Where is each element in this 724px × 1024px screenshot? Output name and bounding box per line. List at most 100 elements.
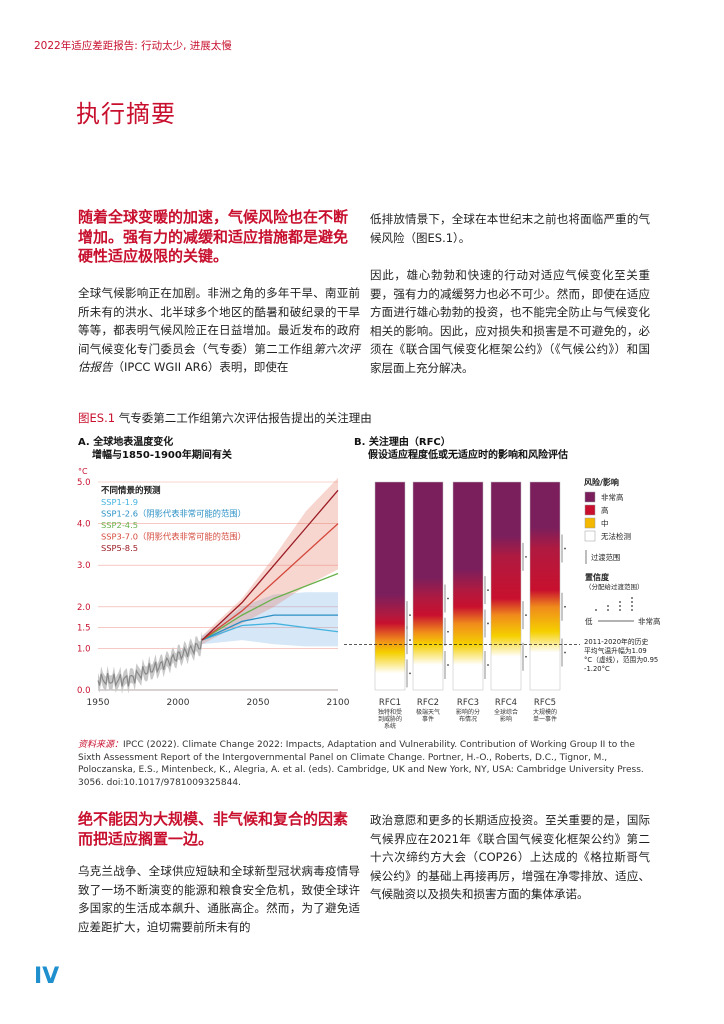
rfc-bar-1 bbox=[374, 481, 406, 691]
series-observed-line bbox=[97, 638, 203, 688]
x-tick-label: 1950 bbox=[87, 698, 110, 708]
series-line-ssp3-7.0 bbox=[201, 523, 339, 641]
legend-observed-note: -1.20°C bbox=[584, 665, 610, 673]
panel-a-title: A. 全球地表温度变化 增幅与1850-1900年期间有关 bbox=[78, 436, 232, 462]
legend-label: 高 bbox=[601, 505, 609, 515]
section2-left-para: 乌克兰战争、全球供应短缺和全球新型冠状病毒疫情导致了一场不断演变的能源和粮食安全… bbox=[78, 864, 360, 934]
confidence-dot bbox=[607, 605, 609, 607]
page-number: IV bbox=[34, 964, 60, 989]
ssp126-range-shade bbox=[202, 592, 338, 647]
confidence-dot bbox=[525, 655, 527, 658]
rfc-category-label: RFC1 bbox=[379, 698, 401, 708]
confidence-dot bbox=[525, 614, 527, 617]
legend-swatch bbox=[584, 530, 596, 542]
rfc-category-label: RFC4 bbox=[495, 698, 517, 708]
section1-right-para1: 低排放情景下，全球在本世纪末之前也将面临严重的气候风险（图ES.1）。 bbox=[370, 212, 650, 245]
legend-confidence-sub: （分配给过渡范围） bbox=[585, 582, 644, 591]
legend-item: SSP1-2.6（阴影代表非常可能的范围） bbox=[101, 509, 246, 519]
figure-title-text: 气专委第二工作组第六次评估报告提出的关注理由 bbox=[115, 411, 372, 425]
section1-right-para2: 因此，雄心勃勃和快速的行动对适应气候变化至关重要，强有力的减缓努力也必不可少。然… bbox=[370, 268, 650, 375]
legend-conf-low: 低 bbox=[585, 616, 593, 626]
series-line-ssp1-2.6 bbox=[201, 614, 338, 641]
confidence-dot bbox=[631, 601, 633, 603]
y-tick-label: 4.0 bbox=[77, 520, 91, 530]
confidence-dot bbox=[564, 547, 566, 550]
rfc-category-label: RFC5 bbox=[534, 698, 556, 708]
y-tick-label: 2.0 bbox=[77, 603, 91, 613]
legend-title: 不同情景的预测 bbox=[101, 485, 161, 496]
y-tick-label: 1.5 bbox=[77, 624, 91, 634]
confidence-dot bbox=[447, 664, 449, 666]
series-line-ssp1-1.9 bbox=[201, 622, 339, 641]
legend-label: 无法检测 bbox=[601, 531, 631, 541]
rfc-bar-2 bbox=[412, 481, 444, 691]
series-line-ssp2-4.5 bbox=[201, 572, 339, 641]
section2-lead: 绝不能因为大规模、非气候和复合的因素而把适应搁置一边。 bbox=[78, 810, 349, 848]
rfc-category-desc: 到威胁的 bbox=[378, 715, 402, 723]
figure-title: 图ES.1 气专委第二工作组第六次评估报告提出的关注理由 bbox=[78, 410, 372, 426]
confidence-dot bbox=[487, 622, 489, 625]
legend-item: SSP3-7.0（阴影代表非常可能的范围） bbox=[101, 532, 246, 542]
panel-a-line-chart: °C 0.0 1.0 1.5 2.0 3.0 4.0 5.0 1950 2000 2050 2100 不… bbox=[77, 467, 350, 708]
confidence-dot bbox=[607, 609, 609, 611]
confidence-dot bbox=[619, 601, 621, 603]
legend-item: SSP5-8.5 bbox=[101, 543, 138, 553]
legend-item: SSP1-1.9 bbox=[101, 497, 138, 507]
rfc-category-label: RFC3 bbox=[457, 698, 479, 708]
confidence-dot bbox=[564, 651, 566, 654]
rfc-category-label: RFC2 bbox=[417, 698, 439, 708]
observed-range-band bbox=[98, 630, 202, 694]
panel-b-title: B. 关注理由（RFC） 假设适应程度低或无适应时的影响和风险评估 bbox=[354, 436, 568, 462]
confidence-dot bbox=[409, 672, 411, 675]
panel-b-title-line1: B. 关注理由（RFC） bbox=[354, 437, 451, 448]
figure-es1-chart: °C 0.0 1.0 1.5 2.0 3.0 4.0 5.0 1950 2000 2050 2100 不… bbox=[77, 467, 661, 730]
confidence-dot bbox=[595, 609, 597, 611]
panel-a-title-line2: 增幅与1850-1900年期间有关 bbox=[92, 450, 232, 461]
x-tick-label: 2100 bbox=[327, 698, 350, 708]
confidence-dot bbox=[525, 555, 527, 558]
report-header-title: 2022年适应差距报告: 行动太少, 进展太慢 bbox=[34, 40, 232, 52]
rfc-category-desc: 布情况 bbox=[459, 715, 477, 723]
y-axis-unit: °C bbox=[78, 467, 88, 476]
confidence-dot bbox=[447, 630, 449, 633]
confidence-dot bbox=[409, 614, 411, 617]
legend-item: SSP2-4.5 bbox=[101, 520, 138, 530]
legend-transition-label: 过渡范围 bbox=[591, 553, 620, 562]
rfc-category-desc: 大规模的 bbox=[533, 708, 557, 716]
confidence-dot bbox=[619, 605, 621, 607]
legend-observed-note: 2011-2020年的历史 bbox=[584, 637, 648, 646]
legend-observed-note: 平均气温升幅为1.09 bbox=[584, 646, 647, 655]
confidence-dot bbox=[619, 609, 621, 611]
legend-risk-title: 风险/影响 bbox=[584, 477, 619, 487]
y-tick-label: 3.0 bbox=[77, 561, 91, 571]
x-tick-label: 2050 bbox=[247, 698, 270, 708]
confidence-dot bbox=[631, 605, 633, 607]
section1-para1-end: （IPCC WGII AR6）表明，即使在 bbox=[112, 360, 289, 374]
legend-confidence-title: 置信度 bbox=[585, 572, 610, 582]
x-tick-label: 2000 bbox=[167, 698, 190, 708]
legend-swatch bbox=[584, 504, 596, 516]
confidence-dot bbox=[487, 589, 489, 592]
legend-swatch bbox=[584, 491, 596, 503]
y-tick-label: 1.0 bbox=[77, 644, 91, 654]
rfc-bar-3 bbox=[452, 481, 484, 691]
rfc-category-desc: 影响的分 bbox=[456, 708, 480, 716]
confidence-dot bbox=[564, 605, 566, 608]
figure-source: 资料来源：IPCC (2022). Climate Change 2022: I… bbox=[78, 739, 648, 789]
confidence-dot bbox=[631, 597, 633, 599]
section1-para1: 全球气候影响正在加剧。非洲之角的多年干旱、南亚前所未有的洪水、北半球多个地区的酷… bbox=[78, 286, 360, 356]
legend-label: 非常高 bbox=[601, 492, 624, 502]
confidence-dot bbox=[631, 609, 633, 611]
panel-a-title-line1: A. 全球地表温度变化 bbox=[78, 437, 174, 448]
source-text: IPCC (2022). Climate Change 2022: Impact… bbox=[78, 740, 644, 788]
rfc-category-desc: 事件 bbox=[422, 715, 434, 723]
confidence-dot bbox=[447, 597, 449, 600]
rfc-category-desc: 全球综合 bbox=[494, 708, 518, 716]
rfc-category-desc: 影响 bbox=[500, 715, 512, 723]
rfc-category-desc: 极端天气 bbox=[416, 708, 440, 716]
rfc-category-desc: 独特和受 bbox=[378, 708, 402, 716]
ssp370-range-shade bbox=[202, 477, 338, 645]
legend-observed-note: °C（虚线），范围为0.95 bbox=[584, 655, 658, 664]
